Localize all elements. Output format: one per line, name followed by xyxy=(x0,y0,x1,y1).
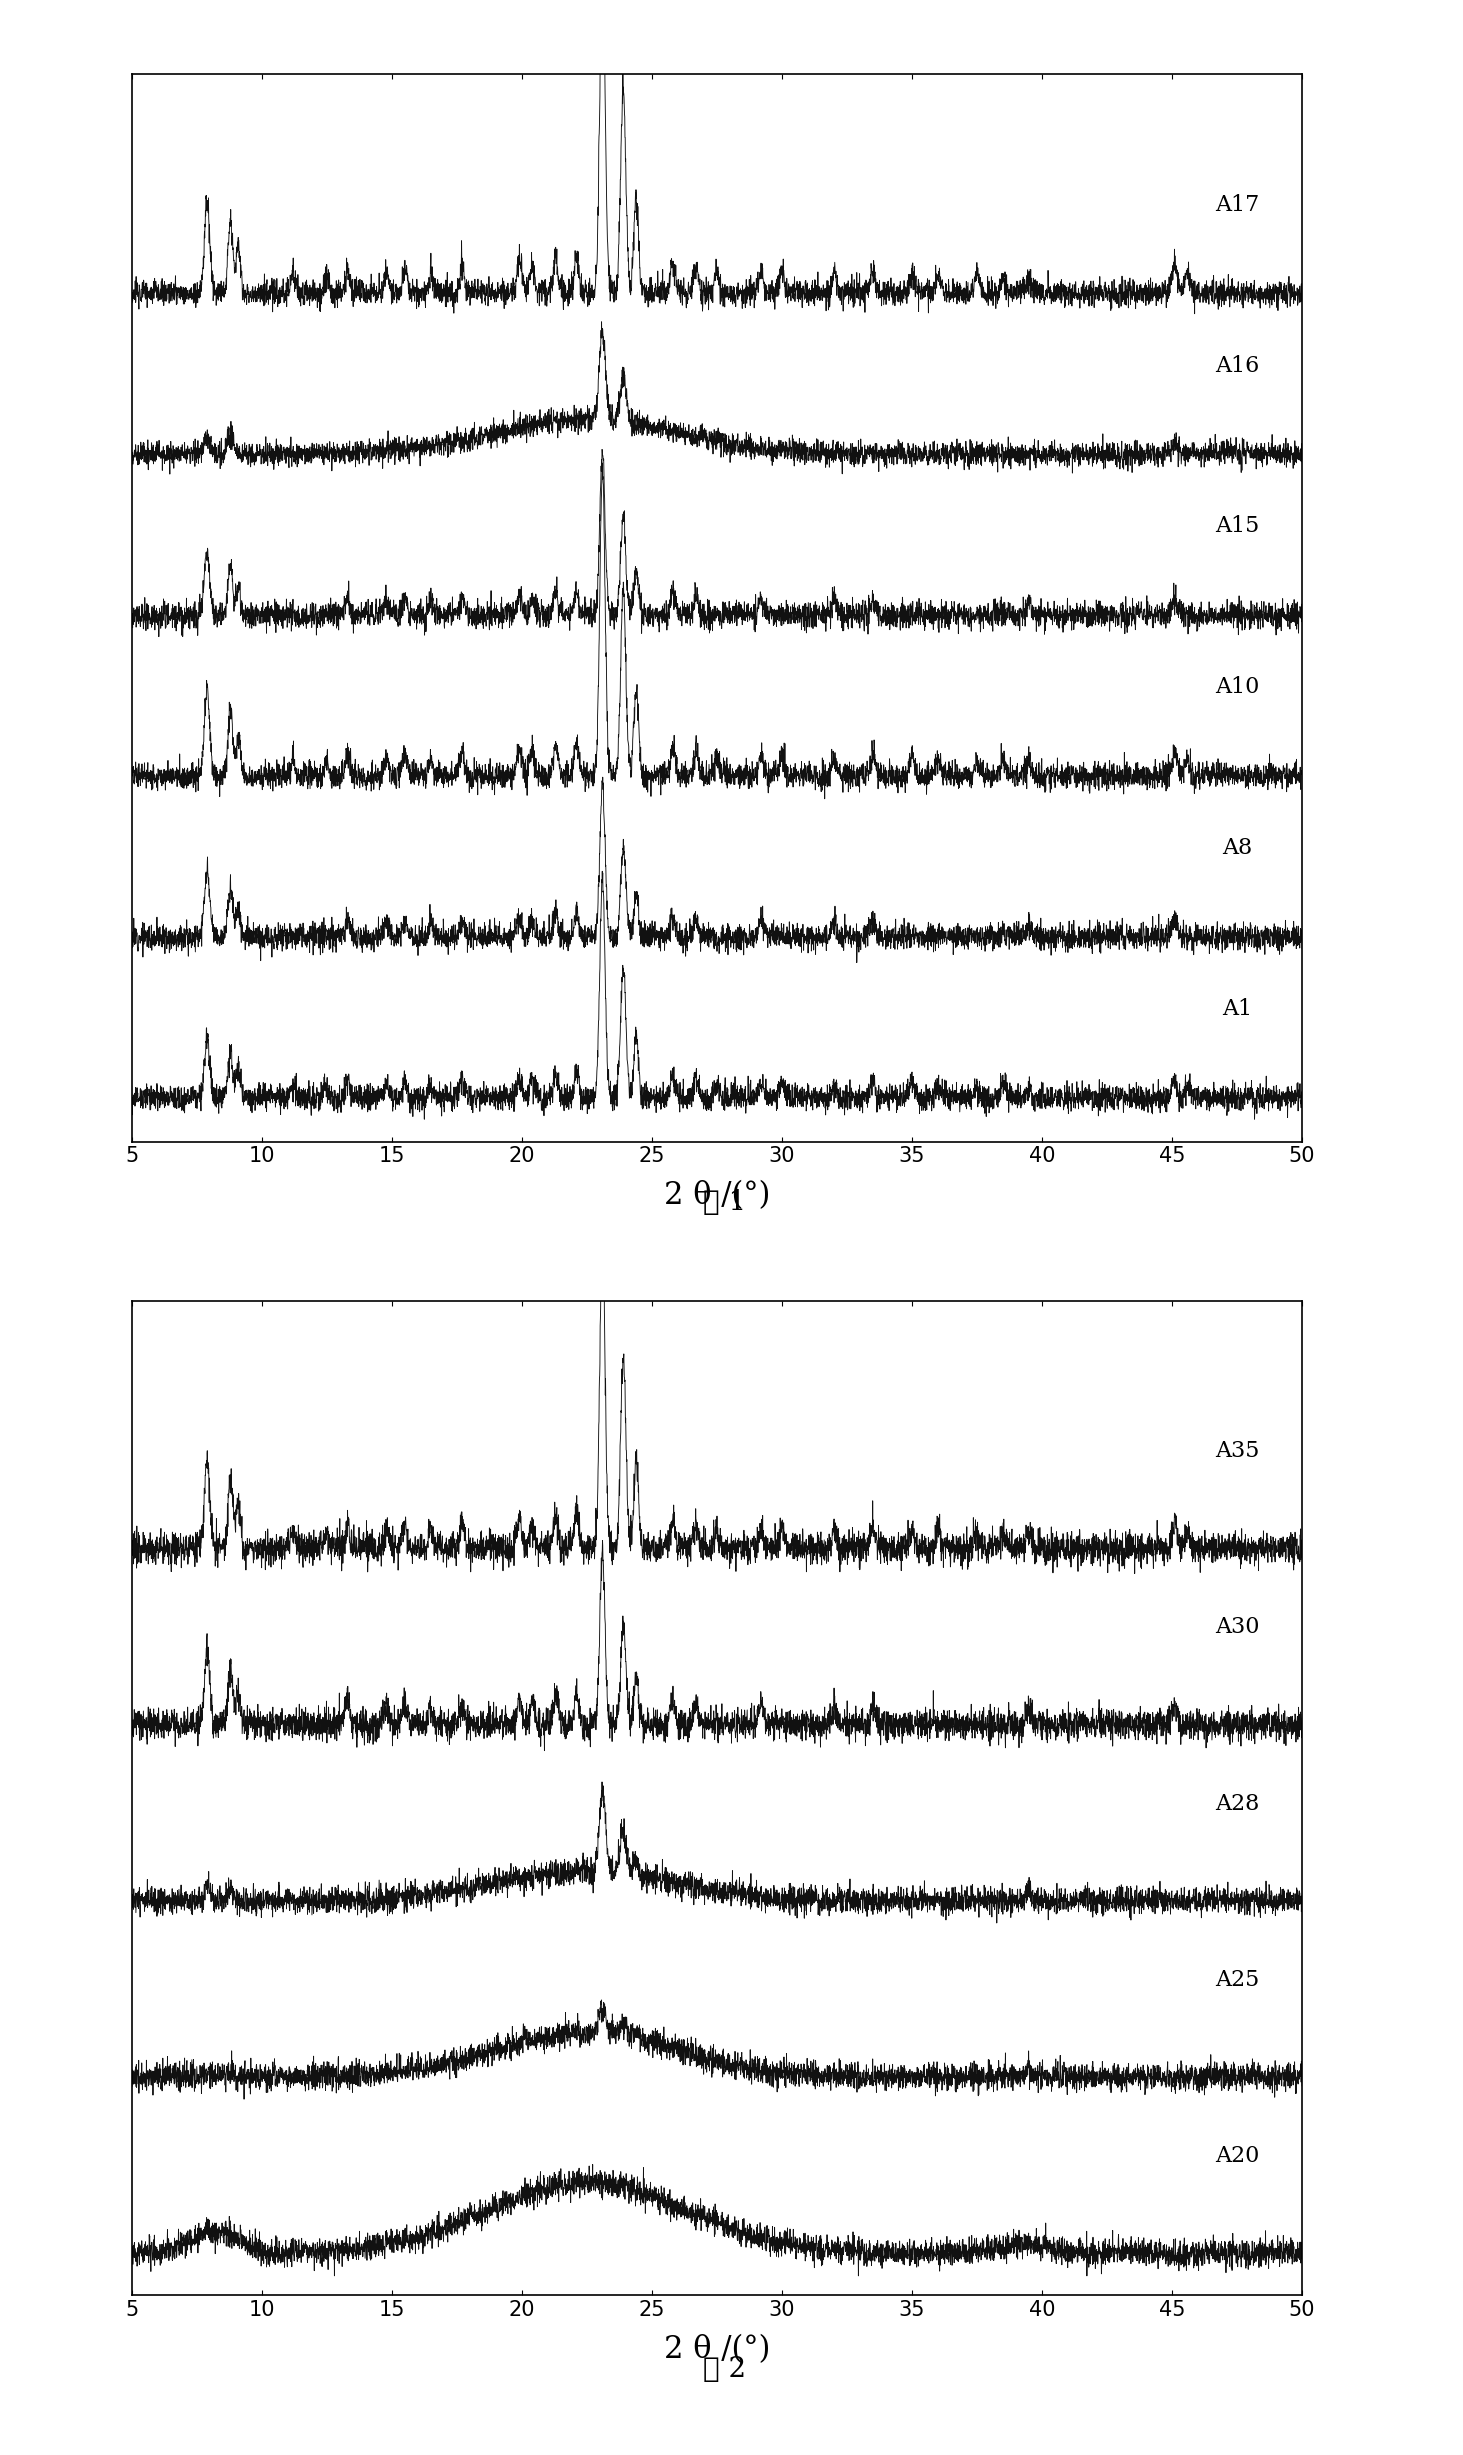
Text: A17: A17 xyxy=(1214,194,1260,216)
Text: A16: A16 xyxy=(1214,354,1260,376)
Text: A15: A15 xyxy=(1214,516,1260,538)
X-axis label: 2 θ /(°): 2 θ /(°) xyxy=(664,2335,770,2364)
Text: A30: A30 xyxy=(1214,1615,1260,1637)
Text: A8: A8 xyxy=(1222,837,1252,859)
Text: 图 1: 图 1 xyxy=(702,1191,746,1215)
Text: A25: A25 xyxy=(1214,1969,1260,1991)
Text: A10: A10 xyxy=(1214,675,1260,697)
X-axis label: 2 θ /(°): 2 θ /(°) xyxy=(664,1181,770,1210)
Text: 图 2: 图 2 xyxy=(702,2357,746,2381)
Text: A28: A28 xyxy=(1214,1792,1260,1814)
Text: A20: A20 xyxy=(1214,2146,1260,2168)
Text: A35: A35 xyxy=(1214,1441,1260,1463)
Text: A1: A1 xyxy=(1222,999,1252,1021)
